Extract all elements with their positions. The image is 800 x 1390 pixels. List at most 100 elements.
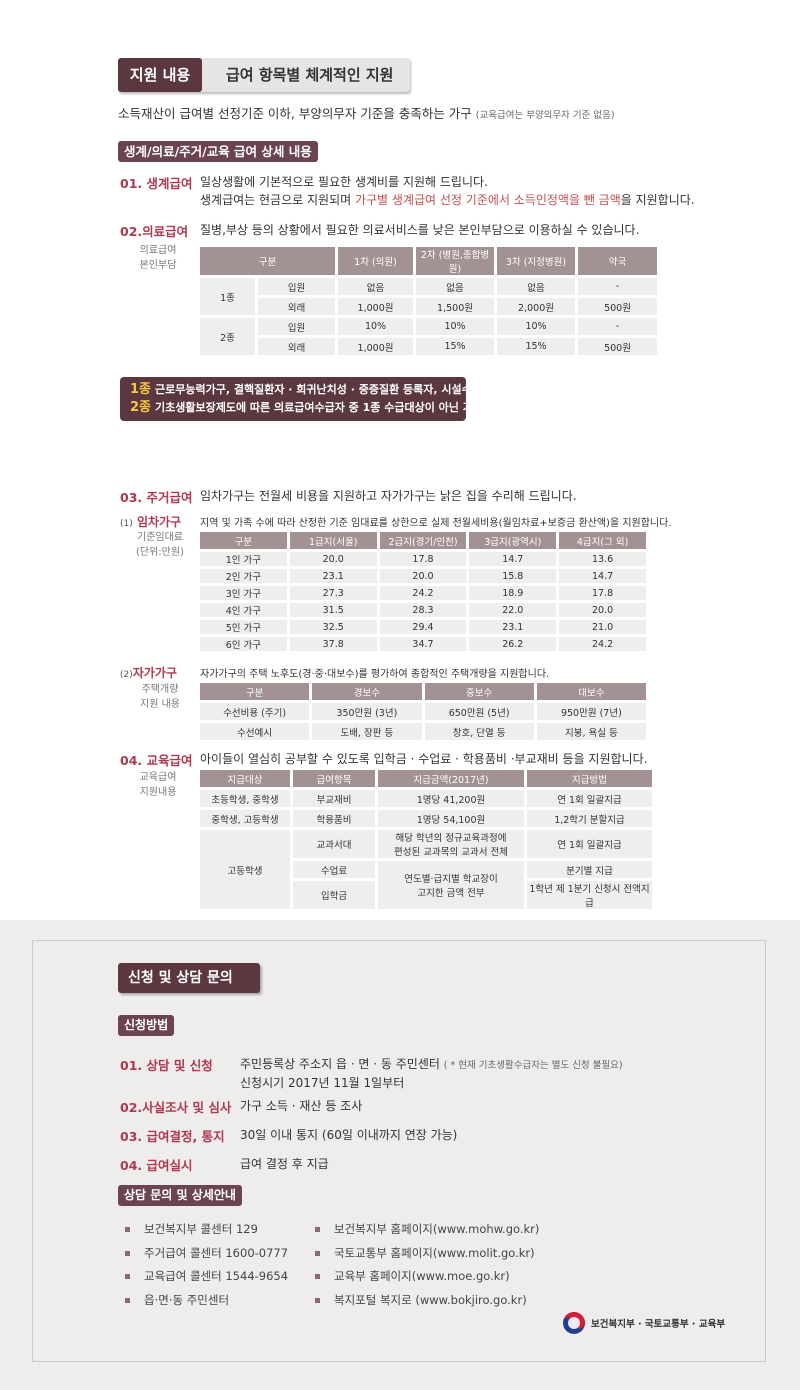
th: 4급지(그 외): [559, 532, 646, 549]
cell: 도배, 장판 등: [312, 723, 422, 740]
cell: 입원: [258, 318, 336, 335]
step-note: ( * 현재 기초생활수급자는 별도 신청 불필요): [443, 1060, 623, 1071]
cell: 1,2학기 분할지급: [527, 810, 652, 827]
header-row: 구분 경보수 중보수 대보수: [200, 683, 646, 700]
cell: 18.9: [469, 586, 557, 600]
own-desc: 자가가구의 주택 노후도(경·중·대보수)를 평가하여 종합적인 주택개량을 지…: [200, 669, 550, 680]
step-text: 30일 이내 통지 (60일 이내까지 연장 가능): [240, 1128, 458, 1142]
cell: 37.8: [289, 637, 377, 651]
cell: 14.7: [469, 552, 557, 566]
housing-desc: 임차가구는 전월세 비용을 지원하고 자가가구는 낡은 집을 수리해 드립니다.: [200, 489, 577, 503]
living-line1: 일상생활에 기본적으로 필요한 생계비를 지원해 드립니다.: [200, 175, 488, 189]
cell: 1명당 41,200원: [378, 790, 524, 807]
cell: 650만원 (5년): [424, 703, 534, 720]
th: 2급지(경기/인천): [379, 532, 467, 549]
cell: 17.8: [559, 586, 646, 600]
contact-item: 보건복지부 콜센터 129: [125, 1218, 288, 1242]
step-label: 04. 급여실시: [120, 1158, 193, 1173]
own-label: (2)자가가구: [120, 664, 177, 681]
cell: 수업료: [293, 861, 375, 878]
website-link[interactable]: 교육부 홈페이지(www.moe.go.kr): [315, 1265, 539, 1289]
cell: 1명당 54,100원: [378, 810, 524, 827]
cell: 24.2: [379, 586, 467, 600]
own-prefix: (2): [120, 670, 133, 680]
cell: 1학년 제 1분기 신청시 전액지급: [527, 881, 652, 909]
cell-line: 고지한 금액 전부: [417, 888, 485, 899]
cell: 29.4: [379, 620, 467, 634]
cell: 13.6: [559, 552, 646, 566]
cell: 외래: [258, 338, 336, 355]
cell: 32.5: [289, 620, 377, 634]
apply-tab: 신청 및 상담 문의: [118, 963, 260, 993]
medical-label: 02.의료급여: [120, 224, 189, 239]
table-row: 1인 가구 20.0 17.8 14.7 13.6: [200, 552, 646, 566]
group-cell: 1종: [200, 278, 255, 315]
intro-main: 소득재산이 급여별 선정기준 이하, 부양의무자 기준을 충족하는 가구: [118, 106, 472, 121]
cell: 14.7: [559, 569, 646, 583]
cell: 부교재비: [293, 790, 375, 807]
cell: 34.7: [379, 637, 467, 651]
cell-line: 편성된 교과목의 교과서 전체: [394, 847, 508, 858]
cell: 15%: [416, 338, 495, 355]
cell: 없음: [497, 278, 576, 295]
step-label: 03. 급여결정, 통지: [120, 1129, 225, 1144]
group-cell: 2종: [200, 318, 255, 355]
side2: 지원내용: [139, 787, 177, 798]
cell: 없음: [416, 278, 495, 295]
rent-prefix: (1): [120, 519, 133, 529]
side1: 주택개량: [141, 684, 179, 695]
website-link[interactable]: 보건복지부 홈페이지(www.mohw.go.kr): [315, 1218, 539, 1242]
step-text2: 신청시기 2017년 11월 1일부터: [240, 1076, 405, 1090]
th: 구분: [200, 247, 336, 275]
taegeuk-icon: [563, 1312, 585, 1334]
th: 지급방법: [527, 770, 652, 787]
living-line2-a: 생계급여는 현금으로 지원되며: [200, 193, 355, 207]
rent-desc: 지역 및 가족 수에 따라 산정한 기준 임대료를 상한으로 실제 전월세비용(…: [200, 518, 672, 529]
cell: 1인 가구: [200, 552, 287, 566]
side1: 교육급여: [139, 772, 177, 783]
cell: 입학금: [293, 881, 375, 909]
step-main: 주민등록상 주소지 읍 · 면 · 동 주민센터: [240, 1057, 440, 1071]
education-desc: 아이들이 열심히 공부할 수 있도록 입학금 · 수업료 · 학용품비 ·부교재…: [200, 752, 648, 766]
contact-list-left: 보건복지부 콜센터 129 주거급여 콜센터 1600-0777 교육급여 콜센…: [125, 1218, 288, 1312]
cell: 6인 가구: [200, 637, 287, 651]
th: 구분: [200, 683, 310, 700]
housing-label: 03. 주거급여: [120, 490, 193, 505]
cell: 1,000원: [338, 298, 414, 315]
medical-desc: 질병,부상 등의 상황에서 필요한 의료서비스를 낮은 본인부담으로 이용하실 …: [200, 223, 640, 237]
step-label: 01. 상담 및 신청: [120, 1058, 213, 1073]
website-link[interactable]: 국토교통부 홈페이지(www.molit.go.kr): [315, 1242, 539, 1266]
cell: 1,000원: [338, 338, 414, 355]
cell: 4인 가구: [200, 603, 287, 617]
table-row: 수선예시 도배, 장판 등 창호, 단열 등 지붕, 욕실 등: [200, 723, 646, 740]
cell: 수선비용 (주기): [200, 703, 310, 720]
note-row: 1종 근로무능력가구, 결핵질환자 · 희귀난치성 · 중증질환 등록자, 시설수…: [130, 381, 492, 399]
medical-type-note: 1종 근로무능력가구, 결핵질환자 · 희귀난치성 · 중증질환 등록자, 시설수…: [120, 377, 492, 421]
living-line2-b: 을 지원합니다.: [620, 193, 695, 207]
cell: 500원: [578, 298, 658, 315]
note-text: 근로무능력가구, 결핵질환자 · 희귀난치성 · 중증질환 등록자, 시설수급자: [155, 383, 493, 396]
cell: 수선예시: [200, 723, 310, 740]
th: 3차 (지정병원): [497, 247, 576, 275]
own-side-label: 주택개량 지원 내용: [128, 682, 192, 712]
side2: (단위:만원): [136, 547, 184, 558]
cell: 20.0: [559, 603, 646, 617]
cell: 23.1: [469, 620, 557, 634]
step-text: 가구 소득 · 재산 등 조사: [240, 1099, 363, 1113]
cell: 해당 학년의 정규교육과정에 편성된 교과목의 교과서 전체: [378, 830, 524, 858]
cell: -: [578, 278, 658, 295]
website-link[interactable]: 복지포털 복지로 (www.bokjiro.go.kr): [315, 1289, 539, 1313]
intro-text: 소득재산이 급여별 선정기준 이하, 부양의무자 기준을 충족하는 가구 (교육…: [118, 103, 615, 122]
rent-title: 임차가구: [136, 515, 182, 529]
contact-list-right: 보건복지부 홈페이지(www.mohw.go.kr) 국토교통부 홈페이지(ww…: [315, 1218, 539, 1312]
cell: 31.5: [289, 603, 377, 617]
cell: 22.0: [469, 603, 557, 617]
th: 1급지(서울): [289, 532, 377, 549]
cell: 초등학생, 중학생: [200, 790, 290, 807]
cell: 중학생, 고등학생: [200, 810, 290, 827]
cell: 10%: [416, 318, 495, 335]
th: 중보수: [424, 683, 534, 700]
cell: 교과서대: [293, 830, 375, 858]
cell-line: 연도별·급지별 학교장이: [404, 874, 498, 885]
